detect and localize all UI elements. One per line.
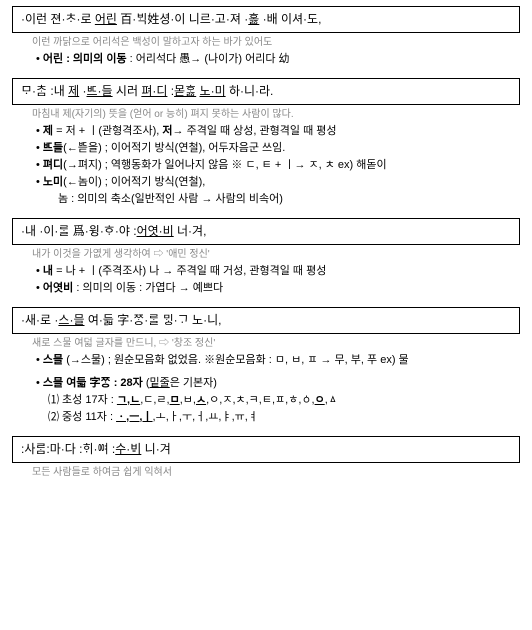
- bullet-list: 제 = 저 + ㅣ(관형격조사), 저→ 주격일 때 상성, 관형격일 때 평성…: [36, 123, 520, 191]
- section-box: :사ᄅᆞᆷ:마·다 :ᄒᆡ·ᅇᅧ :수·ᄫᅵ 니·겨: [12, 436, 520, 463]
- bullet-item: 어엿비 : 의미의 이동 : 가엽다 → 예쁘다: [36, 280, 520, 297]
- section-4: :사ᄅᆞᆷ:마·다 :ᄒᆡ·ᅇᅧ :수·ᄫᅵ 니·겨모든 사람들로 하여금 쉽게…: [12, 436, 520, 479]
- numbered-item: ⑵ 중성 11자 : ㆍ,ㅡ,ㅣ,ㅗ,ㅏ,ㅜ,ㅓ,ㅛ,ㅑ,ㅠ,ㅕ: [48, 409, 520, 426]
- bullet-item: 노미(←놈이) ; 이어적기 방식(연철),: [36, 174, 520, 191]
- section-box: ·새·로 ·스·믈 여·듧 字·ᄍᆞᆼ·ᄅᆞᆯ ᄆᆡᇰ·ᄀᆞ 노·니,: [12, 307, 520, 334]
- bullet-list-2: 스믈 여듧 字ᄍᆞᆼ : 28자 (밑줄은 기본자): [36, 375, 520, 392]
- bullet-item: 펴디(→펴지) ; 역행동화가 일어나지 않음 ※ ㄷ, ㅌ + ㅣ→ ㅈ, ㅊ…: [36, 157, 520, 174]
- bullet-list: 스믈 (→스물) ; 원순모음화 없었음. ※원순모음화 : ㅁ, ㅂ, ㅍ →…: [36, 352, 520, 369]
- bullet-item: 스믈 여듧 字ᄍᆞᆼ : 28자 (밑줄은 기본자): [36, 375, 520, 392]
- section-subtitle: 새로 스물 여덟 글자를 만드니, ⇨ '창조 정신': [32, 337, 520, 350]
- bullet-list: 내 = 나 + ㅣ(주격조사) 나 → 주격일 때 거성, 관형격일 때 평성어…: [36, 263, 520, 297]
- section-3: ·새·로 ·스·믈 여·듧 字·ᄍᆞᆼ·ᄅᆞᆯ ᄆᆡᇰ·ᄀᆞ 노·니, 새로 스물…: [12, 307, 520, 426]
- bullet-item: ᄠᅳ들(←ᄠᅳᆮ을) ; 이어적기 방식(연철), 어두자음군 쓰임.: [36, 140, 520, 157]
- section-0: ·이런 젼·ᄎᆞ·로 어린 百·ᄇᆡᆨ姓셩·이 니르·고·져 ·호ᇙ ·배 이셔…: [12, 6, 520, 68]
- section-box: ᄆᆞ·ᄎᆞᆷ :내 제 ·ᄠᅳ·들 시러 펴·디 :몯ᄒᆞᇙ 노·미 하·니·라…: [12, 78, 520, 105]
- extra-line: 놈 : 의미의 축소(일반적인 사람 → 사람의 비속어): [58, 191, 520, 208]
- bullet-item: 제 = 저 + ㅣ(관형격조사), 저→ 주격일 때 상성, 관형격일 때 평성: [36, 123, 520, 140]
- section-subtitle: 이런 까닭으로 어리석은 백성이 말하고자 하는 바가 있어도: [32, 36, 520, 49]
- section-2: ·내 ·이·ᄅᆞᆯ 爲·윙·ᄒᆞ·야 :어엿·비 너·겨, 내가 이것을 가엾게 …: [12, 218, 520, 297]
- section-subtitle: 마침내 제(자기의) 뜻을 (얻어 or 능히) 펴지 못하는 사람이 많다.: [32, 108, 520, 121]
- section-1: ᄆᆞ·ᄎᆞᆷ :내 제 ·ᄠᅳ·들 시러 펴·디 :몯ᄒᆞᇙ 노·미 하·니·라…: [12, 78, 520, 208]
- section-subtitle: 모든 사람들로 하여금 쉽게 익혀서: [32, 466, 520, 479]
- section-box: ·내 ·이·ᄅᆞᆯ 爲·윙·ᄒᆞ·야 :어엿·비 너·겨,: [12, 218, 520, 245]
- numbered-item: ⑴ 초성 17자 : ㄱ,ㄴ,ㄷ,ㄹ,ㅁ,ㅂ,ㅅ,ㅇ,ㅈ,ㅊ,ㅋ,ㅌ,ㅍ,ㅎ,ㆁ…: [48, 392, 520, 409]
- bullet-list: 어린 : 의미의 이동 : 어리석다 愚→ (나이가) 어리다 幼: [36, 51, 520, 68]
- bullet-item: 내 = 나 + ㅣ(주격조사) 나 → 주격일 때 거성, 관형격일 때 평성: [36, 263, 520, 280]
- section-box: ·이런 젼·ᄎᆞ·로 어린 百·ᄇᆡᆨ姓셩·이 니르·고·져 ·호ᇙ ·배 이셔…: [12, 6, 520, 33]
- numbered-list: ⑴ 초성 17자 : ㄱ,ㄴ,ㄷ,ㄹ,ㅁ,ㅂ,ㅅ,ㅇ,ㅈ,ㅊ,ㅋ,ㅌ,ㅍ,ㅎ,ㆁ…: [48, 392, 520, 426]
- bullet-item: 스믈 (→스물) ; 원순모음화 없었음. ※원순모음화 : ㅁ, ㅂ, ㅍ →…: [36, 352, 520, 369]
- bullet-item: 어린 : 의미의 이동 : 어리석다 愚→ (나이가) 어리다 幼: [36, 51, 520, 68]
- section-subtitle: 내가 이것을 가엾게 생각하여 ⇨ '애민 정신': [32, 248, 520, 261]
